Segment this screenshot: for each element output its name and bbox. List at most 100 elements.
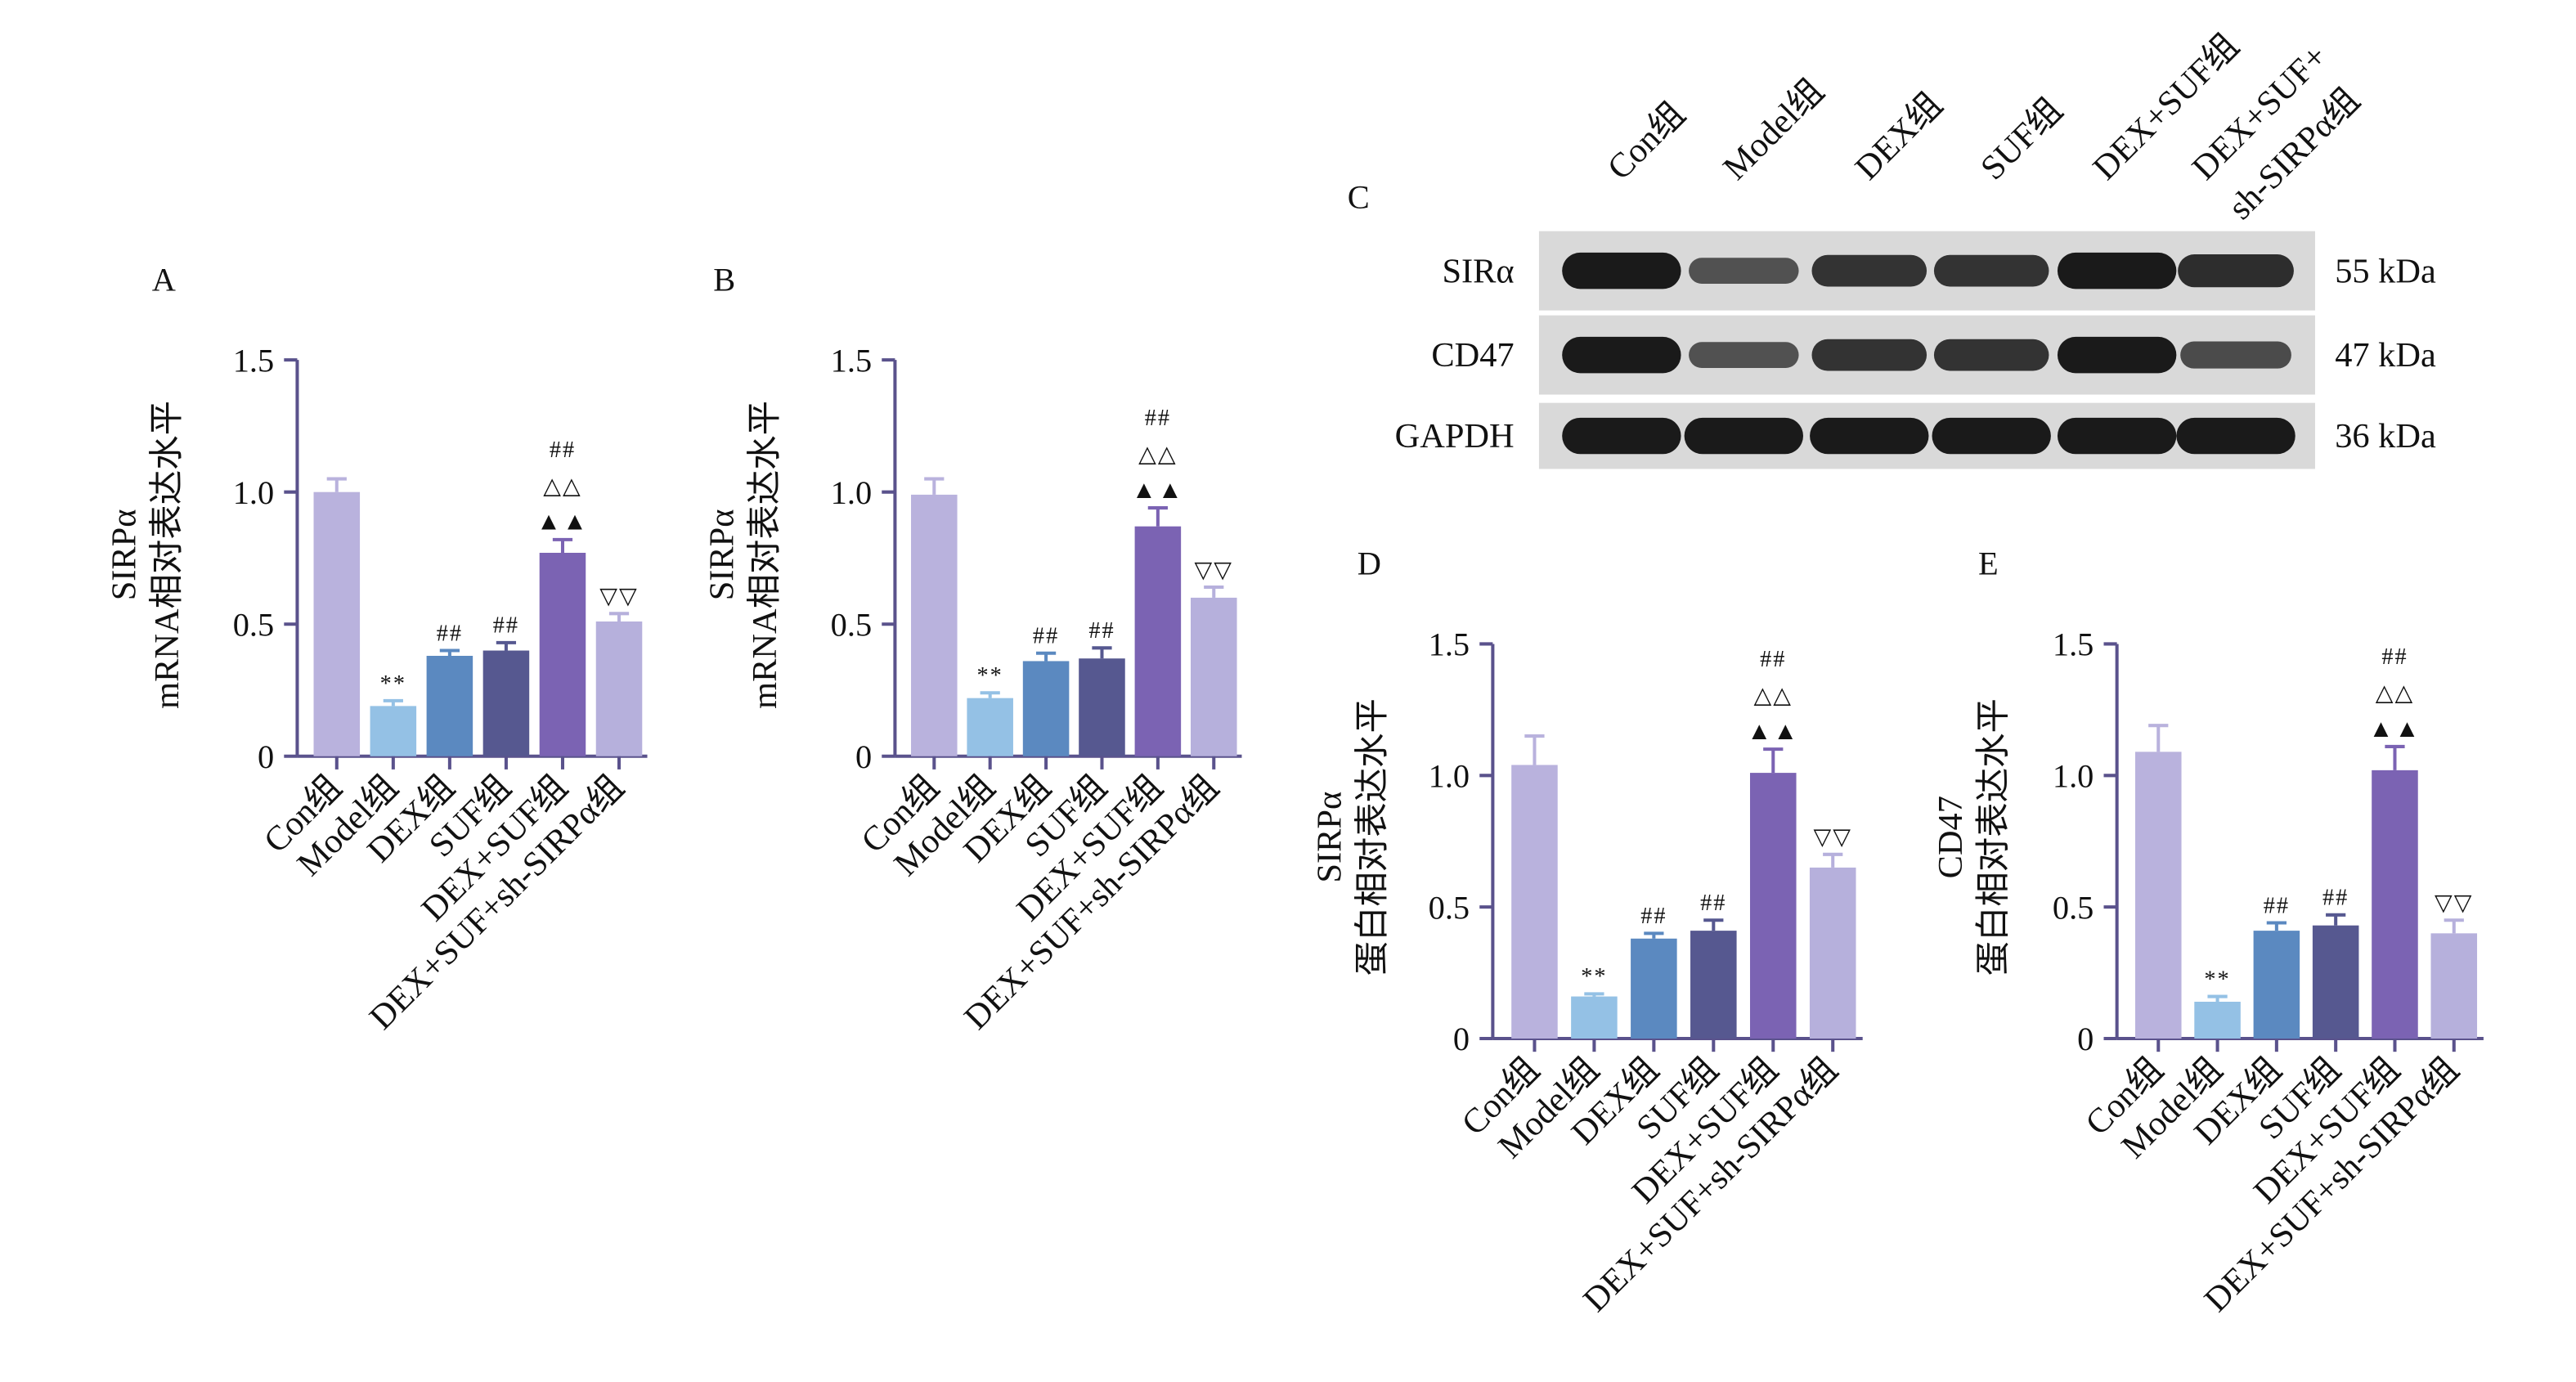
- significance-mark: △△: [543, 473, 582, 499]
- panel-letter: E: [1978, 545, 1999, 582]
- bar: [1022, 661, 1070, 756]
- bar: [313, 491, 361, 756]
- significance-mark: ▽▽: [1813, 825, 1852, 850]
- y-axis-label-line1: SIRPα: [105, 509, 144, 601]
- y-tick-label: 0: [855, 738, 872, 775]
- significance-mark: **: [1581, 964, 1607, 989]
- significance-mark: ▽▽: [599, 584, 639, 609]
- significance-mark: ##: [1700, 891, 1726, 916]
- y-tick-label: 0.5: [2053, 889, 2094, 926]
- significance-mark: ##: [550, 437, 576, 463]
- significance-mark: ##: [1033, 624, 1059, 649]
- y-axis-label-line2: mRNA相对表达水平: [746, 401, 784, 709]
- significance-mark: △△: [1138, 442, 1178, 468]
- significance-mark: ##: [1145, 406, 1171, 431]
- y-axis-label: SIRPα mRNA相对表达水平: [105, 401, 187, 709]
- blot-band: [2057, 336, 2177, 374]
- blot-band: [2178, 254, 2294, 288]
- y-axis-label-line1: SIRPα: [1311, 792, 1349, 883]
- bar: [1190, 597, 1237, 756]
- significance-mark: ##: [1088, 618, 1115, 644]
- y-tick-label: 1.0: [1429, 757, 1470, 794]
- blot-protein-label: SIRα: [1442, 252, 1514, 290]
- bar: [1749, 773, 1797, 1039]
- blot-mw-label: 36 kDa: [2335, 417, 2436, 455]
- blot-band: [2057, 252, 2177, 289]
- blot-lane-label: Model组: [1716, 72, 1831, 187]
- y-tick-label: 1.5: [1429, 626, 1470, 663]
- y-axis-label-line1: CD47: [1932, 796, 1970, 878]
- bar: [426, 655, 473, 756]
- blot-band: [1684, 417, 1803, 455]
- blot-band: [1933, 339, 2049, 371]
- blot-lane-label: Con组: [1600, 95, 1693, 187]
- blot-band: [1810, 417, 1929, 455]
- bar: [1079, 658, 1125, 756]
- blot-lane-label: DEX组: [1848, 85, 1950, 187]
- blot-mw-label: 55 kDa: [2335, 252, 2436, 290]
- blot-band: [1562, 336, 1681, 374]
- bar: [1571, 996, 1618, 1039]
- bar: [370, 706, 417, 756]
- blot-protein-label: CD47: [1431, 336, 1514, 375]
- significance-mark: ▲▲: [1132, 476, 1184, 504]
- bar: [1134, 526, 1182, 756]
- significance-mark: ##: [2264, 893, 2290, 918]
- blot-band: [2176, 417, 2296, 455]
- y-tick-label: 0.5: [831, 606, 872, 643]
- y-tick-label: 0.5: [233, 606, 274, 643]
- y-tick-label: 1.0: [831, 474, 872, 511]
- y-tick-label: 0: [258, 738, 274, 775]
- significance-mark: **: [2204, 967, 2230, 992]
- significance-mark: ##: [2381, 644, 2408, 670]
- significance-mark: ##: [1760, 647, 1786, 672]
- bar: [2194, 1001, 2241, 1039]
- blot-band: [1933, 254, 2049, 287]
- y-tick-label: 0: [1453, 1021, 1470, 1057]
- blot-panel-C: C SIRα 55 kDa CD47 47 kDa GAPDH 36 kDa Con组 Mode…: [1348, 26, 2436, 469]
- y-axis-label: SIRPα mRNA相对表达水平: [703, 401, 785, 709]
- blot-lane-label: SUF组: [1973, 91, 2070, 187]
- significance-mark: △△: [1754, 684, 1793, 709]
- blot-protein-label: GAPDH: [1395, 417, 1515, 455]
- bar: [2430, 933, 2478, 1039]
- y-axis-label-line2: mRNA相对表达水平: [148, 401, 186, 709]
- y-tick-label: 1.5: [2053, 626, 2094, 663]
- bar: [482, 650, 530, 756]
- significance-mark: ▲▲: [1747, 717, 1799, 745]
- y-tick-label: 1.0: [2053, 757, 2094, 794]
- bar: [539, 553, 586, 756]
- y-tick-label: 0.5: [1429, 889, 1470, 926]
- panel-letter: B: [713, 261, 735, 298]
- significance-mark: ▲▲: [2368, 715, 2421, 743]
- bar: [1809, 867, 1856, 1039]
- blot-band: [2057, 417, 2177, 455]
- blot-band: [2180, 341, 2291, 369]
- panel-letter: C: [1348, 178, 1370, 215]
- significance-mark: **: [977, 663, 1003, 689]
- significance-mark: ##: [437, 621, 463, 646]
- bar: [2253, 931, 2300, 1039]
- y-axis-label: SIRPα 蛋白相对表达水平: [1311, 698, 1393, 976]
- panel-letter: A: [152, 261, 176, 298]
- blot-mw-label: 47 kDa: [2335, 336, 2436, 375]
- significance-mark: ##: [493, 613, 519, 639]
- bar: [2312, 925, 2359, 1039]
- bar: [967, 698, 1013, 756]
- significance-mark: ▽▽: [1195, 558, 1234, 583]
- panel-letter: D: [1358, 545, 1381, 582]
- bar: [1631, 938, 1677, 1039]
- blot-band: [1811, 254, 1928, 287]
- y-tick-label: 1.0: [233, 474, 274, 511]
- bar: [1690, 931, 1737, 1039]
- significance-mark: ##: [2322, 886, 2349, 911]
- significance-mark: ▲▲: [536, 508, 589, 536]
- y-axis-label: CD47 蛋白相对表达水平: [1932, 698, 2013, 976]
- significance-mark: ▽▽: [2435, 891, 2474, 916]
